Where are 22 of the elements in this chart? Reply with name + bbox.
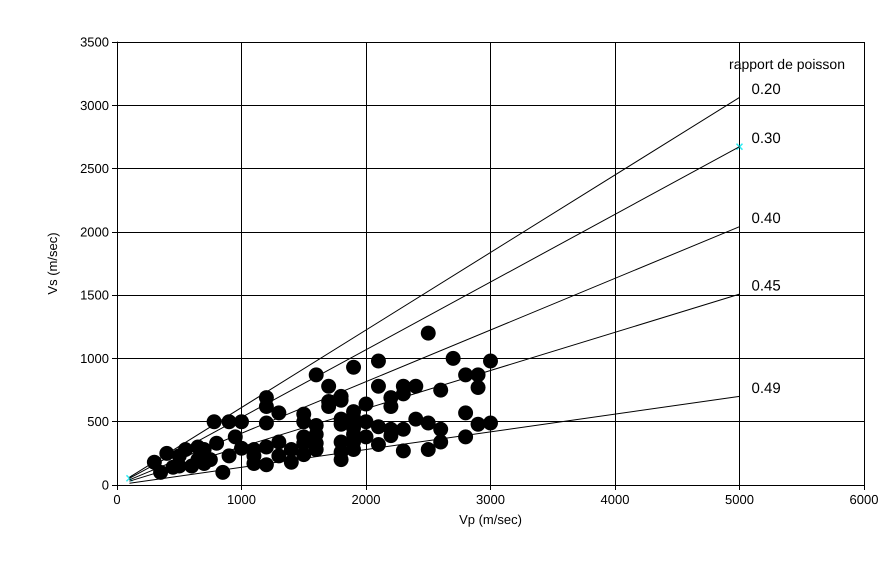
x-tick-label: 0: [113, 492, 121, 507]
x-tick-label: 3000: [476, 492, 505, 507]
y-tick-label: 2000: [80, 224, 109, 240]
series-label: 0.49: [752, 380, 781, 397]
y-tick-label: 500: [87, 414, 109, 430]
y-tick-label: 2500: [80, 161, 109, 176]
x-tick-label: 1000: [227, 492, 256, 507]
y-tick-label: 3500: [80, 34, 109, 50]
series-label: 0.45: [752, 278, 781, 295]
x-tick-label: 5000: [725, 492, 754, 507]
y-tick-label: 0: [102, 478, 109, 492]
y-axis-title: Vs (m/sec): [45, 232, 60, 295]
x-tick-label: 4000: [600, 492, 630, 507]
series-label: 0.30: [752, 130, 781, 148]
y-tick-label: 3000: [80, 98, 109, 113]
y-tick-label: 1000: [80, 350, 109, 366]
series-label: 0.20: [752, 80, 781, 98]
x-tick-label: 2000: [352, 492, 380, 507]
x-tick-label: 6000: [850, 492, 878, 507]
y-tick-label: 1500: [80, 288, 109, 303]
x-axis-title: Vp (m/sec): [459, 512, 522, 527]
series-label: 0.40: [752, 210, 781, 228]
